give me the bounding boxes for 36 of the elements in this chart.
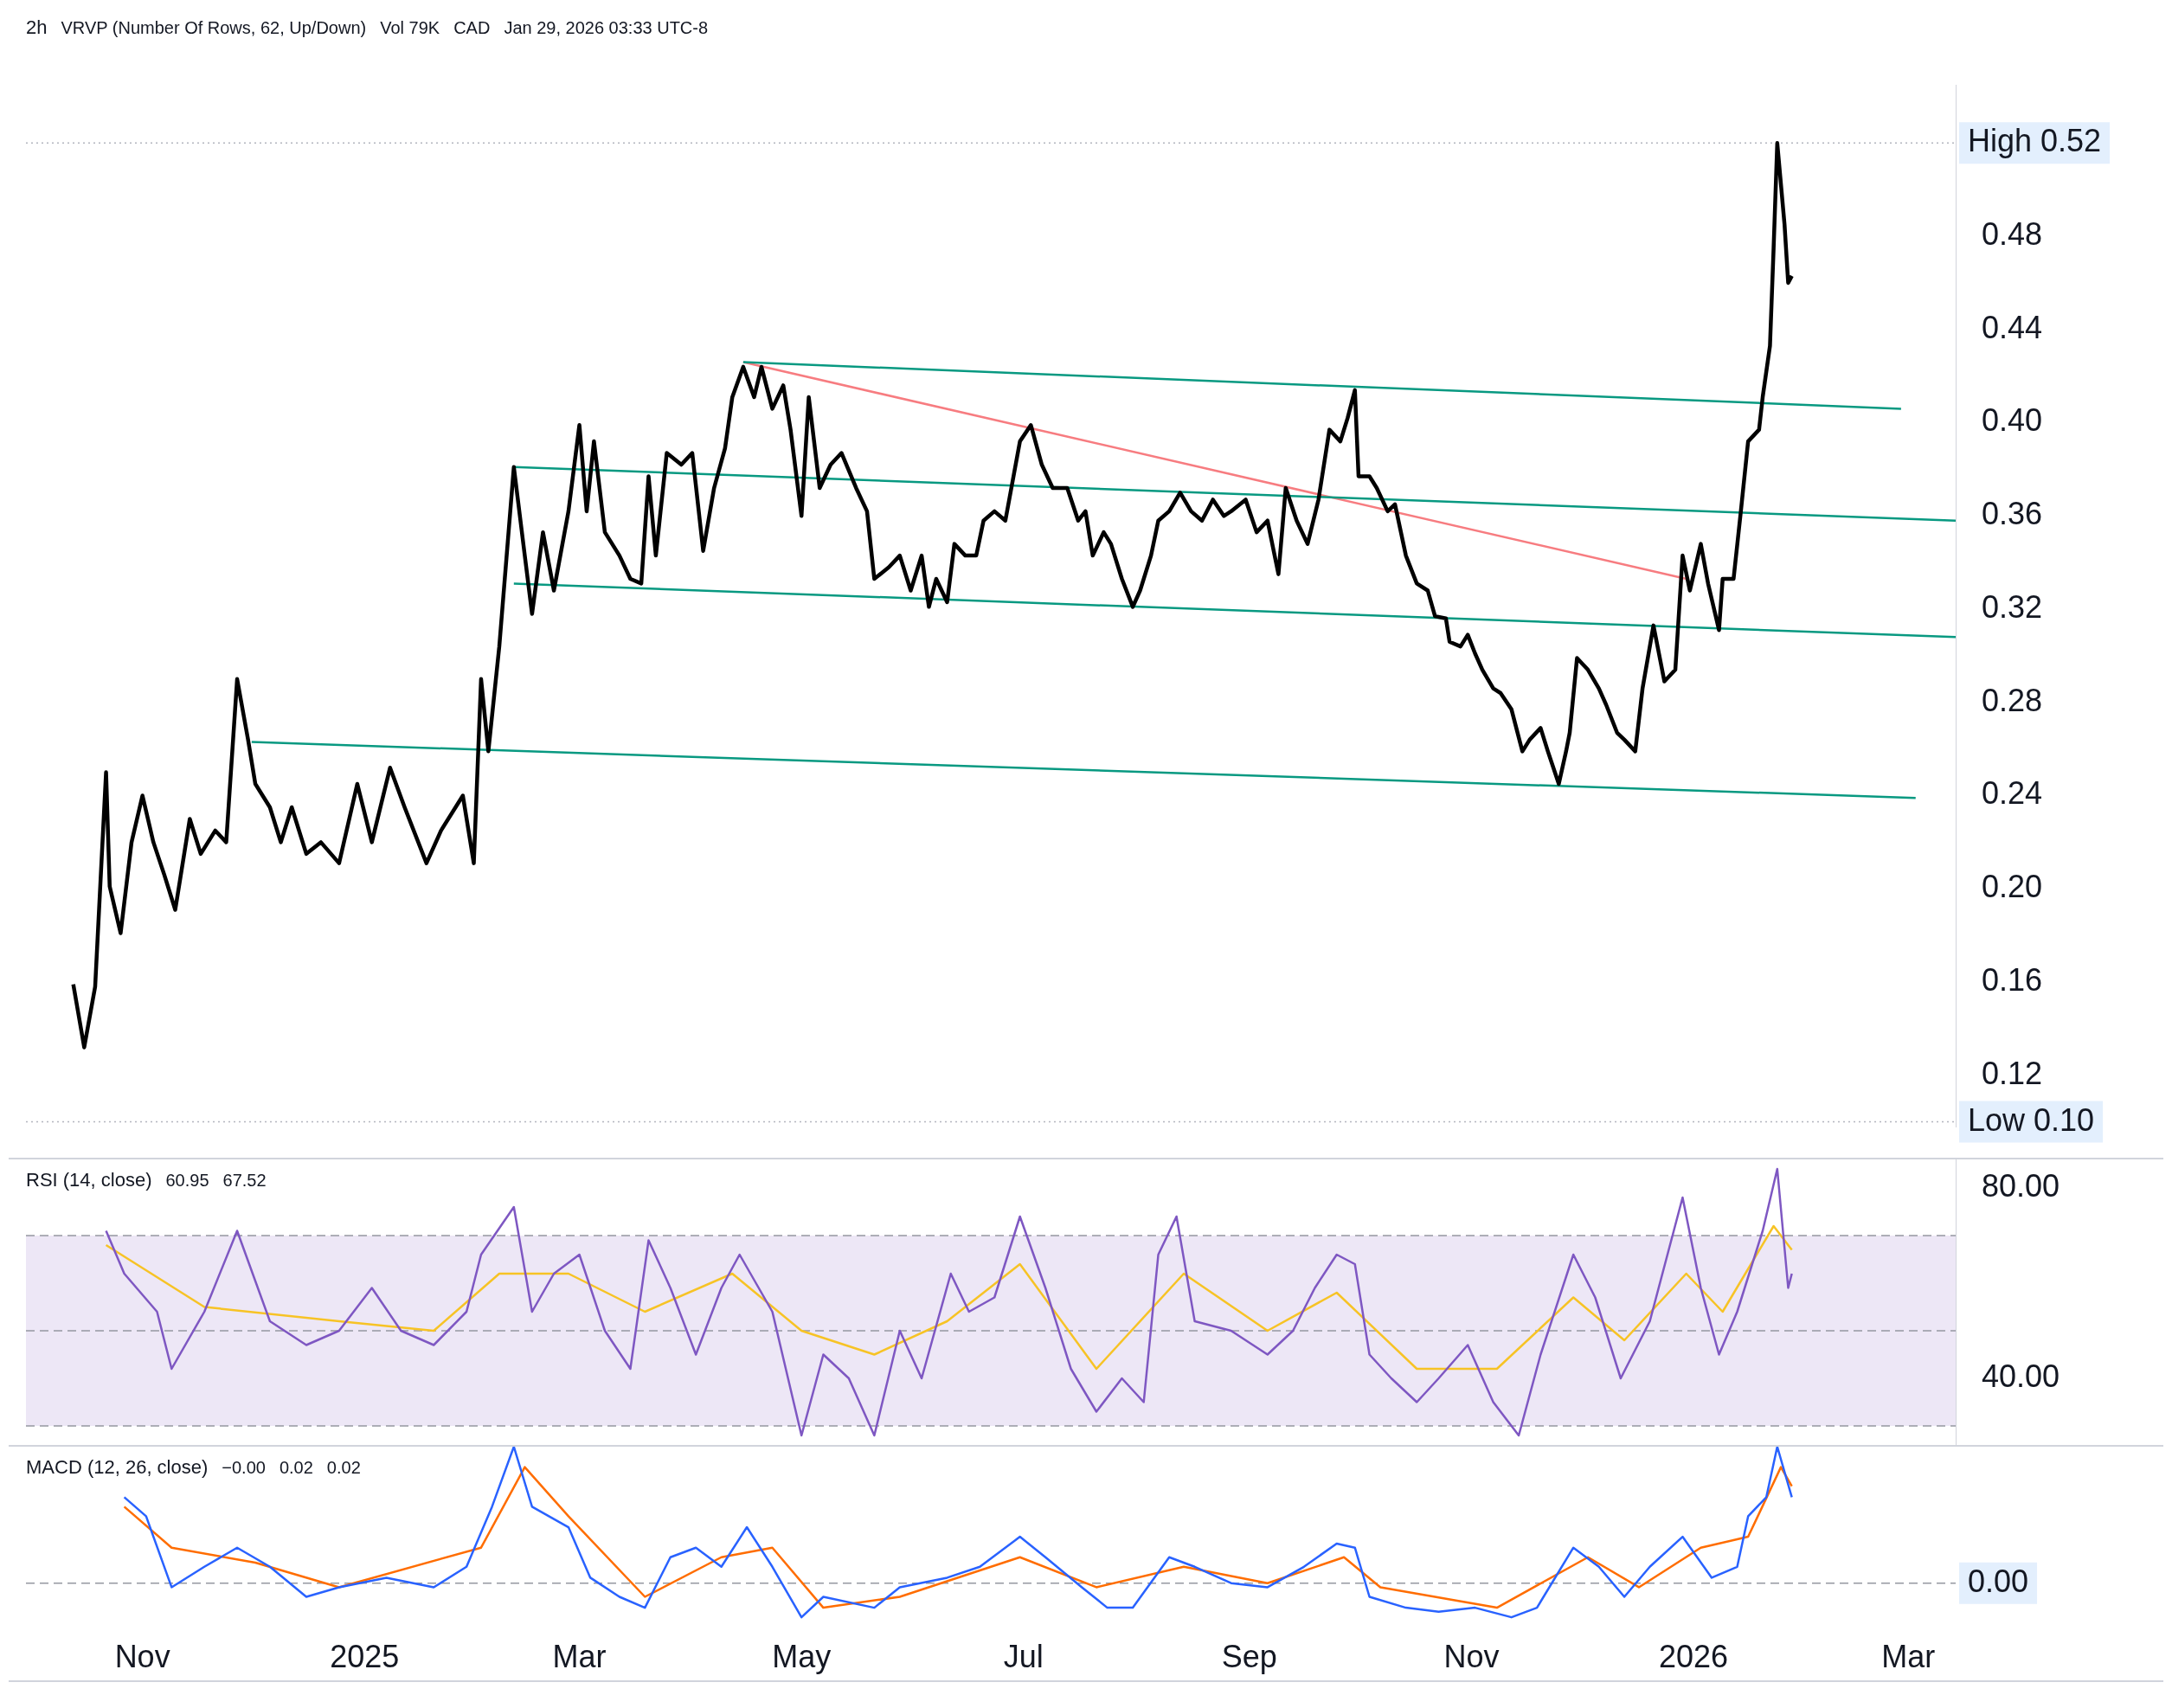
y-tick-label: 0.32	[1982, 588, 2043, 625]
x-tick-label: Sep	[1221, 1639, 1277, 1675]
annotation: 0.02	[326, 1458, 361, 1477]
y-tick-label: 0.44	[1982, 309, 2043, 345]
y-tick-label: 0.24	[1982, 775, 2043, 812]
annotation: −0.00	[222, 1458, 266, 1477]
x-tick-label: 2026	[1659, 1639, 1729, 1675]
text: Vol 79K	[380, 18, 440, 37]
y-tick-label: 0.16	[1982, 961, 2043, 998]
x-tick-label: Nov	[114, 1639, 170, 1675]
x-tick-label: Jul	[1003, 1639, 1044, 1675]
y-tick-label: 0.28	[1982, 682, 2043, 718]
text: MACD (12, 26, close)	[26, 1456, 209, 1478]
text: VRVP (Number Of Rows, 62, Up/Down)	[61, 18, 367, 37]
y-tick-label: 0.36	[1982, 496, 2043, 532]
ref-line-label: 0.00	[1968, 1563, 2029, 1599]
y-tick-label: 0.20	[1982, 869, 2043, 905]
annotation: 60.95	[165, 1171, 209, 1190]
y-tick-label: 0.48	[1982, 216, 2043, 252]
annotation: 0.02	[279, 1458, 313, 1477]
y-tick-label: 0.40	[1982, 402, 2043, 439]
text: Jan 29, 2026 03:33 UTC-8	[504, 18, 709, 37]
x-tick-label: May	[772, 1639, 832, 1675]
annotation: 67.52	[222, 1171, 267, 1190]
x-tick-label: Nov	[1443, 1639, 1500, 1675]
chart-title: 2h	[26, 16, 48, 38]
y-tick-label: 80.00	[1982, 1167, 2060, 1204]
text: CAD	[453, 18, 491, 37]
x-tick-label: Mar	[1881, 1639, 1936, 1675]
y-tick-label: 40.00	[1982, 1358, 2060, 1394]
text: RSI (14, close)	[26, 1169, 152, 1191]
x-tick-label: 2025	[330, 1639, 400, 1675]
y-tick-label: 0.12	[1982, 1055, 2043, 1091]
ref-line-label: Low 0.10	[1968, 1101, 2095, 1138]
ref-line-label: High 0.52	[1968, 123, 2102, 159]
x-tick-label: Mar	[552, 1639, 607, 1675]
